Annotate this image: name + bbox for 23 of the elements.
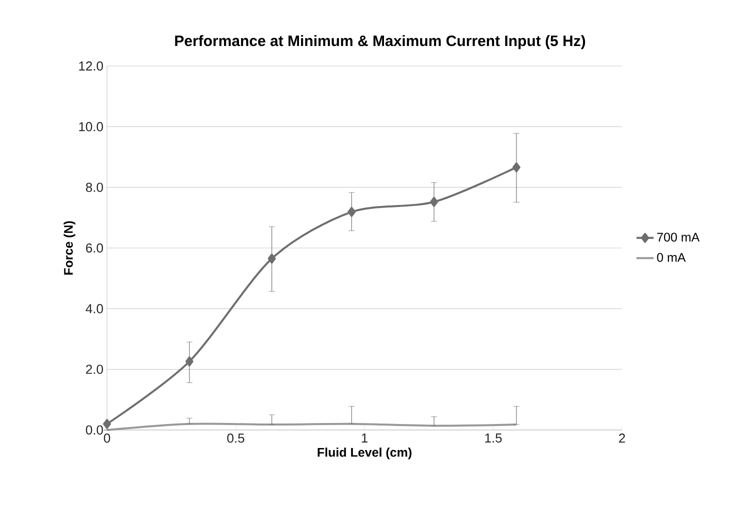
legend-label: 0 mA [657,253,686,262]
x-tick-label: 1 [362,434,368,442]
point [103,418,112,429]
point [430,196,438,207]
y-tick-label: 4.0 [86,304,103,314]
legend-label: 700 mA [657,232,700,242]
point [185,356,194,366]
x-axis-title: Fluid Level (cm) [318,448,412,460]
point [268,254,276,264]
chart-title: Performance at Minimum & Maximum Current Input (5 Hz) [175,35,586,50]
y-axis-title: Force (N) [64,221,76,275]
x-tick-label: 2 [619,434,625,443]
y-tick-label: 6.0 [86,243,103,253]
y-tick-label: 12.0 [79,61,103,71]
x-tick-label: 0 [104,434,110,443]
y-tick-label: 0.0 [86,425,103,435]
y-tick-label: 8.0 [86,182,103,192]
point [512,162,520,172]
y-tick-label: 2.0 [86,364,103,374]
y-tick-label: 10.0 [79,122,103,132]
point [348,206,356,217]
x-tick-label: 1.5 [485,434,502,443]
x-tick-label: 0.5 [227,434,244,443]
